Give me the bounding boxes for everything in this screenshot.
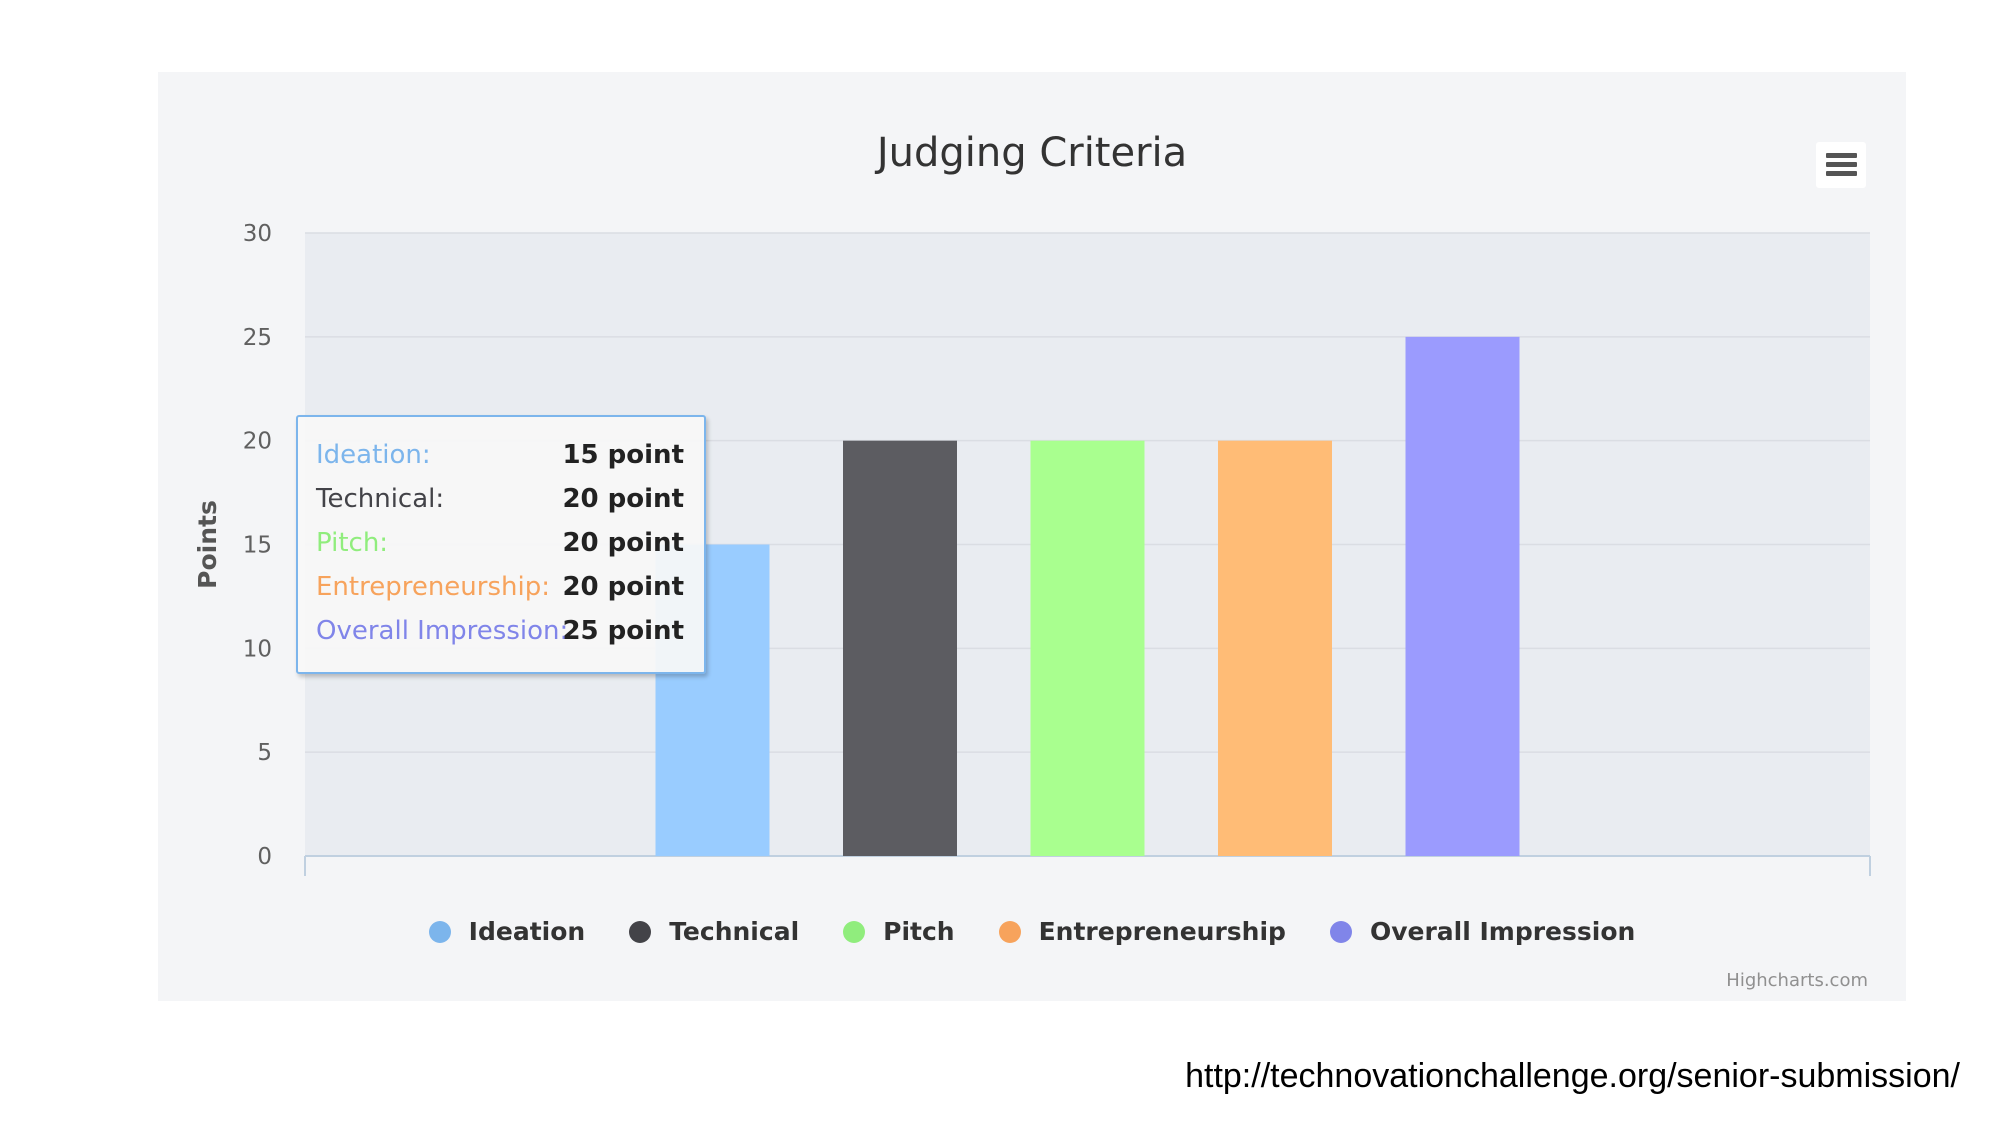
- tooltip-series-name: Ideation:: [316, 440, 431, 470]
- y-tick-label: 15: [243, 533, 272, 559]
- highcharts-credits[interactable]: Highcharts.com: [1726, 970, 1868, 991]
- chart-svg: 0 5 10 15 20 25 30 Points: [193, 221, 1871, 876]
- legend-dot-icon: [1329, 920, 1352, 943]
- tooltip-series-value: 20 point: [562, 528, 684, 558]
- chart-menu-button[interactable]: [1816, 142, 1866, 188]
- tooltip-series-value: 20 point: [562, 572, 684, 602]
- tooltip-series-name: Entrepreneurship:: [316, 572, 550, 602]
- legend-item-technical[interactable]: Technical: [629, 917, 799, 946]
- y-tick-label: 30: [243, 221, 272, 247]
- legend-label: Overall Impression: [1369, 917, 1636, 946]
- chart-tooltip: Ideation: 15 point Technical: 20 point Pitch…: [296, 415, 706, 674]
- tooltip-row: Pitch: 20 point: [316, 523, 684, 563]
- bar-overall-impression: [1405, 336, 1520, 856]
- legend-label: Entrepreneurship: [1038, 917, 1286, 946]
- tooltip-series-value: 20 point: [562, 484, 684, 514]
- y-tick-label: 25: [243, 325, 272, 351]
- legend-item-entrepreneurship[interactable]: Entrepreneurship: [998, 917, 1286, 946]
- bar-entrepreneurship: [1218, 440, 1332, 856]
- legend-dot-icon: [629, 920, 652, 943]
- legend-dot-icon: [428, 920, 451, 943]
- tooltip-series-name: Pitch:: [316, 528, 389, 558]
- hamburger-menu-icon-bar: [1826, 171, 1857, 176]
- legend-item-pitch[interactable]: Pitch: [843, 917, 955, 946]
- y-axis-label: Points: [193, 500, 222, 589]
- tooltip-row: Technical: 20 point: [316, 479, 684, 519]
- y-tick-label: 5: [257, 740, 272, 766]
- chart-panel: 0 5 10 15 20 25 30 Points Judging Criteria Idea…: [158, 72, 1906, 1001]
- hamburger-menu-icon-bar: [1826, 162, 1857, 167]
- tooltip-series-value: 15 point: [562, 440, 684, 470]
- legend-dot-icon: [843, 920, 866, 943]
- chart-legend: Ideation Technical Pitch Entrepreneurship Ov…: [158, 917, 1906, 946]
- tooltip-series-name: Overall Impression:: [316, 616, 569, 646]
- y-tick-label: 10: [243, 636, 272, 662]
- tooltip-series-name: Technical:: [316, 484, 445, 514]
- legend-item-ideation[interactable]: Ideation: [428, 917, 586, 946]
- tooltip-row: Overall Impression: 25 point: [316, 611, 684, 651]
- legend-label: Pitch: [883, 917, 955, 946]
- legend-dot-icon: [998, 920, 1021, 943]
- source-url[interactable]: http://technovationchallenge.org/senior-…: [1185, 1057, 1960, 1095]
- chart-title: Judging Criteria: [876, 130, 1188, 176]
- y-tick-label: 0: [257, 844, 272, 870]
- hamburger-menu-icon: [1826, 153, 1857, 158]
- legend-item-overall-impression[interactable]: Overall Impression: [1329, 917, 1636, 946]
- y-tick-label: 20: [243, 429, 272, 455]
- legend-label: Technical: [669, 917, 800, 946]
- bar-technical: [843, 440, 957, 856]
- tooltip-row: Entrepreneurship: 20 point: [316, 567, 684, 607]
- tooltip-series-value: 25 point: [562, 616, 684, 646]
- tooltip-row: Ideation: 15 point: [316, 435, 684, 475]
- legend-label: Ideation: [468, 917, 586, 946]
- bar-pitch: [1030, 440, 1145, 856]
